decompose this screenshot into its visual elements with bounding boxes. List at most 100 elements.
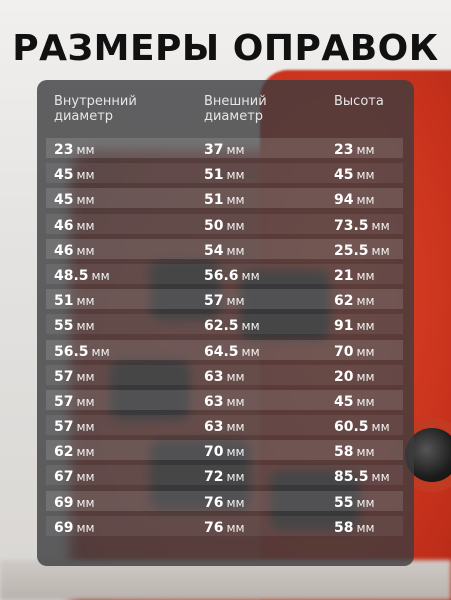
cell-outer-diameter: 54 мм xyxy=(204,240,245,259)
unit-label: мм xyxy=(241,268,260,283)
value: 57 xyxy=(54,419,74,436)
value: 46 xyxy=(54,242,74,259)
row-highlight xyxy=(46,263,403,284)
table-row: 62 мм 70 мм 58 мм xyxy=(37,440,414,461)
row-highlight xyxy=(46,515,403,536)
cell-inner-diameter: 46 мм xyxy=(54,215,95,234)
cell-inner-diameter: 57 мм xyxy=(54,366,95,385)
cell-height: 58 мм xyxy=(334,517,375,536)
cell-height: 62 мм xyxy=(334,290,375,309)
cell-outer-diameter: 64.5 мм xyxy=(204,341,260,360)
row-highlight xyxy=(46,490,403,511)
table-row: 56.5 мм 64.5 мм 70 мм xyxy=(37,339,414,360)
value: 67 xyxy=(54,469,74,486)
cell-height: 55 мм xyxy=(334,492,375,511)
row-highlight xyxy=(46,389,403,410)
cell-outer-diameter: 63 мм xyxy=(204,366,245,385)
row-highlight xyxy=(46,440,403,461)
unit-label: мм xyxy=(76,394,95,409)
cell-height: 60.5 мм xyxy=(334,416,390,435)
value: 69 xyxy=(54,494,74,511)
value: 57 xyxy=(204,293,224,310)
unit-label: мм xyxy=(226,168,245,183)
unit-label: мм xyxy=(356,445,375,460)
unit-label: мм xyxy=(76,218,95,233)
table-row: 57 мм 63 мм 60.5 мм xyxy=(37,415,414,436)
value: 56.6 xyxy=(204,267,239,284)
cell-height: 20 мм xyxy=(334,366,375,385)
cell-outer-diameter: 63 мм xyxy=(204,416,245,435)
header-height: Высота xyxy=(334,94,384,109)
floor-surface xyxy=(0,560,451,600)
cell-height: 45 мм xyxy=(334,391,375,410)
value: 51 xyxy=(204,167,224,184)
value: 63 xyxy=(204,419,224,436)
unit-label: мм xyxy=(226,394,245,409)
unit-label: мм xyxy=(356,193,375,208)
value: 62 xyxy=(54,444,74,461)
table-row: 51 мм 57 мм 62 мм xyxy=(37,289,414,310)
unit-label: мм xyxy=(371,218,390,233)
unit-label: мм xyxy=(226,143,245,157)
table-row: 69 мм 76 мм 55 мм xyxy=(37,490,414,511)
value: 70 xyxy=(334,343,354,360)
row-highlight xyxy=(46,213,403,234)
value: 64.5 xyxy=(204,343,239,360)
value: 50 xyxy=(204,217,224,234)
unit-label: мм xyxy=(371,470,390,485)
unit-label: мм xyxy=(76,294,95,309)
cell-outer-diameter: 63 мм xyxy=(204,391,245,410)
value: 62.5 xyxy=(204,318,239,335)
value: 57 xyxy=(54,393,74,410)
unit-label: мм xyxy=(76,319,95,334)
value: 63 xyxy=(204,368,224,385)
unit-label: мм xyxy=(356,319,375,334)
cell-height: 73.5 мм xyxy=(334,215,390,234)
value: 72 xyxy=(204,469,224,486)
value: 85.5 xyxy=(334,469,369,486)
value: 51 xyxy=(54,293,74,310)
unit-label: мм xyxy=(76,445,95,460)
table-row: 69 мм 76 мм 58 мм xyxy=(37,515,414,536)
table-row: 45 мм 51 мм 45 мм xyxy=(37,163,414,184)
unit-label: мм xyxy=(226,243,245,258)
row-highlight xyxy=(46,415,403,436)
cell-inner-diameter: 57 мм xyxy=(54,416,95,435)
value: 54 xyxy=(204,242,224,259)
cell-inner-diameter: 48.5 мм xyxy=(54,265,110,284)
table-row: 57 мм 63 мм 20 мм xyxy=(37,364,414,385)
value: 46 xyxy=(54,217,74,234)
cell-outer-diameter: 62.5 мм xyxy=(204,315,260,334)
cell-inner-diameter: 56.5 мм xyxy=(54,341,110,360)
value: 63 xyxy=(204,393,224,410)
cell-inner-diameter: 69 мм xyxy=(54,492,95,511)
unit-label: мм xyxy=(356,369,375,384)
row-highlight xyxy=(46,188,403,209)
cell-height: 25.5 мм xyxy=(334,240,390,259)
unit-label: мм xyxy=(76,470,95,485)
cell-height: 23 мм xyxy=(334,139,375,158)
cell-inner-diameter: 57 мм xyxy=(54,391,95,410)
cell-outer-diameter: 37 мм xyxy=(204,139,245,158)
value: 51 xyxy=(204,192,224,209)
unit-label: мм xyxy=(76,369,95,384)
value: 60.5 xyxy=(334,419,369,436)
unit-label: мм xyxy=(226,520,245,535)
row-highlight xyxy=(46,138,403,158)
cell-height: 45 мм xyxy=(334,164,375,183)
table-row: 46 мм 54 мм 25.5 мм xyxy=(37,238,414,259)
value: 25.5 xyxy=(334,242,369,259)
value: 23 xyxy=(334,142,354,158)
cell-inner-diameter: 55 мм xyxy=(54,315,95,334)
cell-outer-diameter: 51 мм xyxy=(204,189,245,208)
unit-label: мм xyxy=(76,143,95,157)
row-highlight xyxy=(46,314,403,335)
unit-label: мм xyxy=(76,168,95,183)
table-body: 23 мм 37 мм 23 мм 45 мм 51 мм 45 мм 45 мм 51 мм 94 мм 46 мм… xyxy=(37,138,414,541)
unit-label: мм xyxy=(76,420,95,435)
unit-label: мм xyxy=(356,268,375,283)
unit-label: мм xyxy=(241,319,260,334)
cell-inner-diameter: 67 мм xyxy=(54,466,95,485)
cell-inner-diameter: 45 мм xyxy=(54,164,95,183)
row-highlight xyxy=(46,163,403,184)
